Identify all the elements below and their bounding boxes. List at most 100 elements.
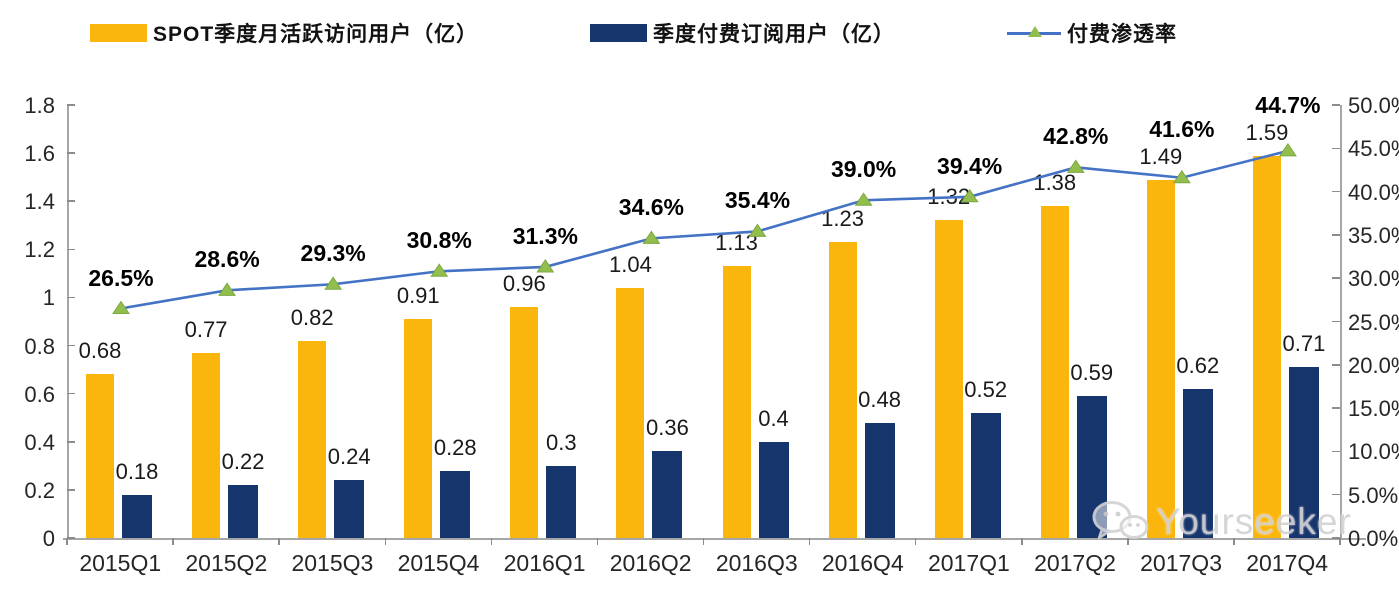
left-axis-tick	[67, 152, 75, 154]
subs-value-label: 0.71	[1282, 331, 1326, 357]
x-axis-tick	[1339, 538, 1341, 545]
x-axis-tick	[172, 538, 174, 545]
left-axis-tick	[67, 248, 75, 251]
x-axis-line	[63, 538, 1366, 540]
line-marker	[112, 300, 130, 315]
x-axis-tick	[808, 538, 811, 545]
left-axis-tick	[67, 104, 75, 106]
left-axis-tick	[67, 392, 75, 395]
y-tick-label-left: 1.2	[24, 237, 55, 263]
bar-mau	[1040, 206, 1069, 538]
y-tick-label-right: 15.0%	[1348, 396, 1399, 422]
line-marker	[960, 188, 979, 203]
right-axis-tick	[1332, 450, 1340, 453]
subs-value-label: 0.62	[1176, 352, 1220, 378]
penetration-legend-marker	[1007, 24, 1061, 42]
right-axis-tick	[1332, 277, 1340, 279]
x-tick-label: 2017Q4	[1246, 550, 1329, 576]
bar-mau	[404, 319, 433, 538]
legend-item-subs: 季度付费订阅用户（亿）	[590, 18, 895, 48]
x-axis-tick	[66, 538, 68, 545]
pct-label: 31.3%	[512, 222, 578, 249]
pct-label: 39.0%	[830, 156, 897, 183]
bar-subs	[546, 465, 577, 538]
x-tick-label: 2017Q3	[1140, 550, 1222, 576]
legend-item-penetration: 付费渗透率	[1007, 18, 1177, 48]
x-tick-label: 2016Q2	[609, 550, 692, 576]
x-axis-tick	[914, 538, 917, 545]
bar-subs	[334, 480, 365, 538]
line-marker	[324, 276, 343, 290]
line-marker	[1278, 142, 1297, 157]
left-axis-tick	[67, 537, 75, 539]
left-axis-tick	[67, 296, 75, 299]
subs-legend-label: 季度付费订阅用户（亿）	[653, 23, 895, 46]
y-tick-label-right: 25.0%	[1348, 309, 1399, 335]
line-marker	[536, 259, 555, 273]
subs-value-label: 0.36	[645, 415, 689, 441]
pct-label: 44.7%	[1255, 91, 1321, 118]
mau-legend-label: SPOT季度月活跃访问用户（亿）	[153, 23, 479, 46]
subs-value-label: 0.4	[758, 405, 789, 431]
subs-value-label: 0.52	[964, 376, 1008, 402]
right-axis-tick	[1332, 537, 1340, 539]
bar-subs	[1182, 388, 1213, 538]
subs-legend-swatch	[590, 24, 647, 42]
right-axis-tick	[1332, 190, 1340, 193]
bar-subs	[122, 494, 152, 538]
wechat-icon	[1092, 501, 1149, 540]
x-tick-label: 2016Q3	[715, 550, 798, 576]
pct-label: 41.6%	[1149, 115, 1215, 142]
line-marker	[854, 192, 873, 206]
bar-subs	[228, 485, 259, 538]
bar-subs	[440, 470, 471, 538]
x-tick-label: 2015Q4	[397, 550, 480, 576]
x-tick-label: 2016Q1	[503, 550, 586, 576]
left-axis-tick	[67, 344, 75, 347]
line-marker	[642, 230, 661, 244]
triangle-marker-icon	[1028, 26, 1042, 37]
bar-mau	[192, 352, 221, 538]
y-tick-label-left: 1.6	[24, 141, 55, 167]
y-tick-label-right: 30.0%	[1348, 266, 1399, 292]
y-tick-label-right: 10.0%	[1348, 439, 1399, 465]
subs-value-label: 0.28	[433, 434, 477, 460]
y-tick-label-left: 0.4	[24, 429, 55, 455]
x-axis-tick	[702, 538, 705, 545]
subs-value-label: 0.24	[327, 444, 371, 470]
y-tick-label-right: 5.0%	[1348, 482, 1399, 508]
line-marker	[1172, 169, 1191, 184]
bar-mau	[298, 340, 327, 538]
mau-value-label: 0.68	[78, 338, 122, 364]
x-tick-label: 2017Q2	[1034, 550, 1116, 576]
bar-mau	[828, 242, 857, 538]
bar-subs	[864, 422, 895, 538]
left-axis-tick	[67, 200, 75, 202]
bar-subs	[970, 412, 1001, 538]
mau-value-label: 0.82	[290, 304, 334, 330]
subs-value-label: 0.59	[1070, 360, 1114, 386]
pct-label: 28.6%	[194, 246, 260, 273]
penetration-legend-label: 付费渗透率	[1067, 23, 1177, 46]
y-tick-label-left: 1.4	[24, 189, 55, 215]
right-axis-line	[1340, 105, 1342, 538]
right-axis-tick	[1332, 407, 1340, 409]
subs-value-label: 0.18	[115, 458, 159, 484]
left-axis-line	[67, 105, 69, 538]
subs-value-label: 0.3	[546, 429, 577, 455]
right-axis-tick	[1332, 147, 1340, 150]
x-tick-label: 2015Q1	[79, 550, 162, 576]
pct-label: 30.8%	[406, 227, 472, 254]
line-marker	[748, 223, 767, 237]
bar-subs	[652, 451, 683, 538]
right-axis-tick	[1332, 320, 1340, 323]
mau-value-label: 0.77	[184, 316, 228, 342]
left-axis-tick	[67, 441, 75, 443]
x-tick-label: 2015Q3	[291, 550, 374, 576]
x-axis-tick	[278, 538, 280, 545]
y-tick-label-right: 45.0%	[1348, 136, 1399, 162]
pct-label: 34.6%	[618, 194, 685, 221]
bar-mau	[1146, 179, 1175, 538]
bar-mau	[86, 374, 114, 538]
